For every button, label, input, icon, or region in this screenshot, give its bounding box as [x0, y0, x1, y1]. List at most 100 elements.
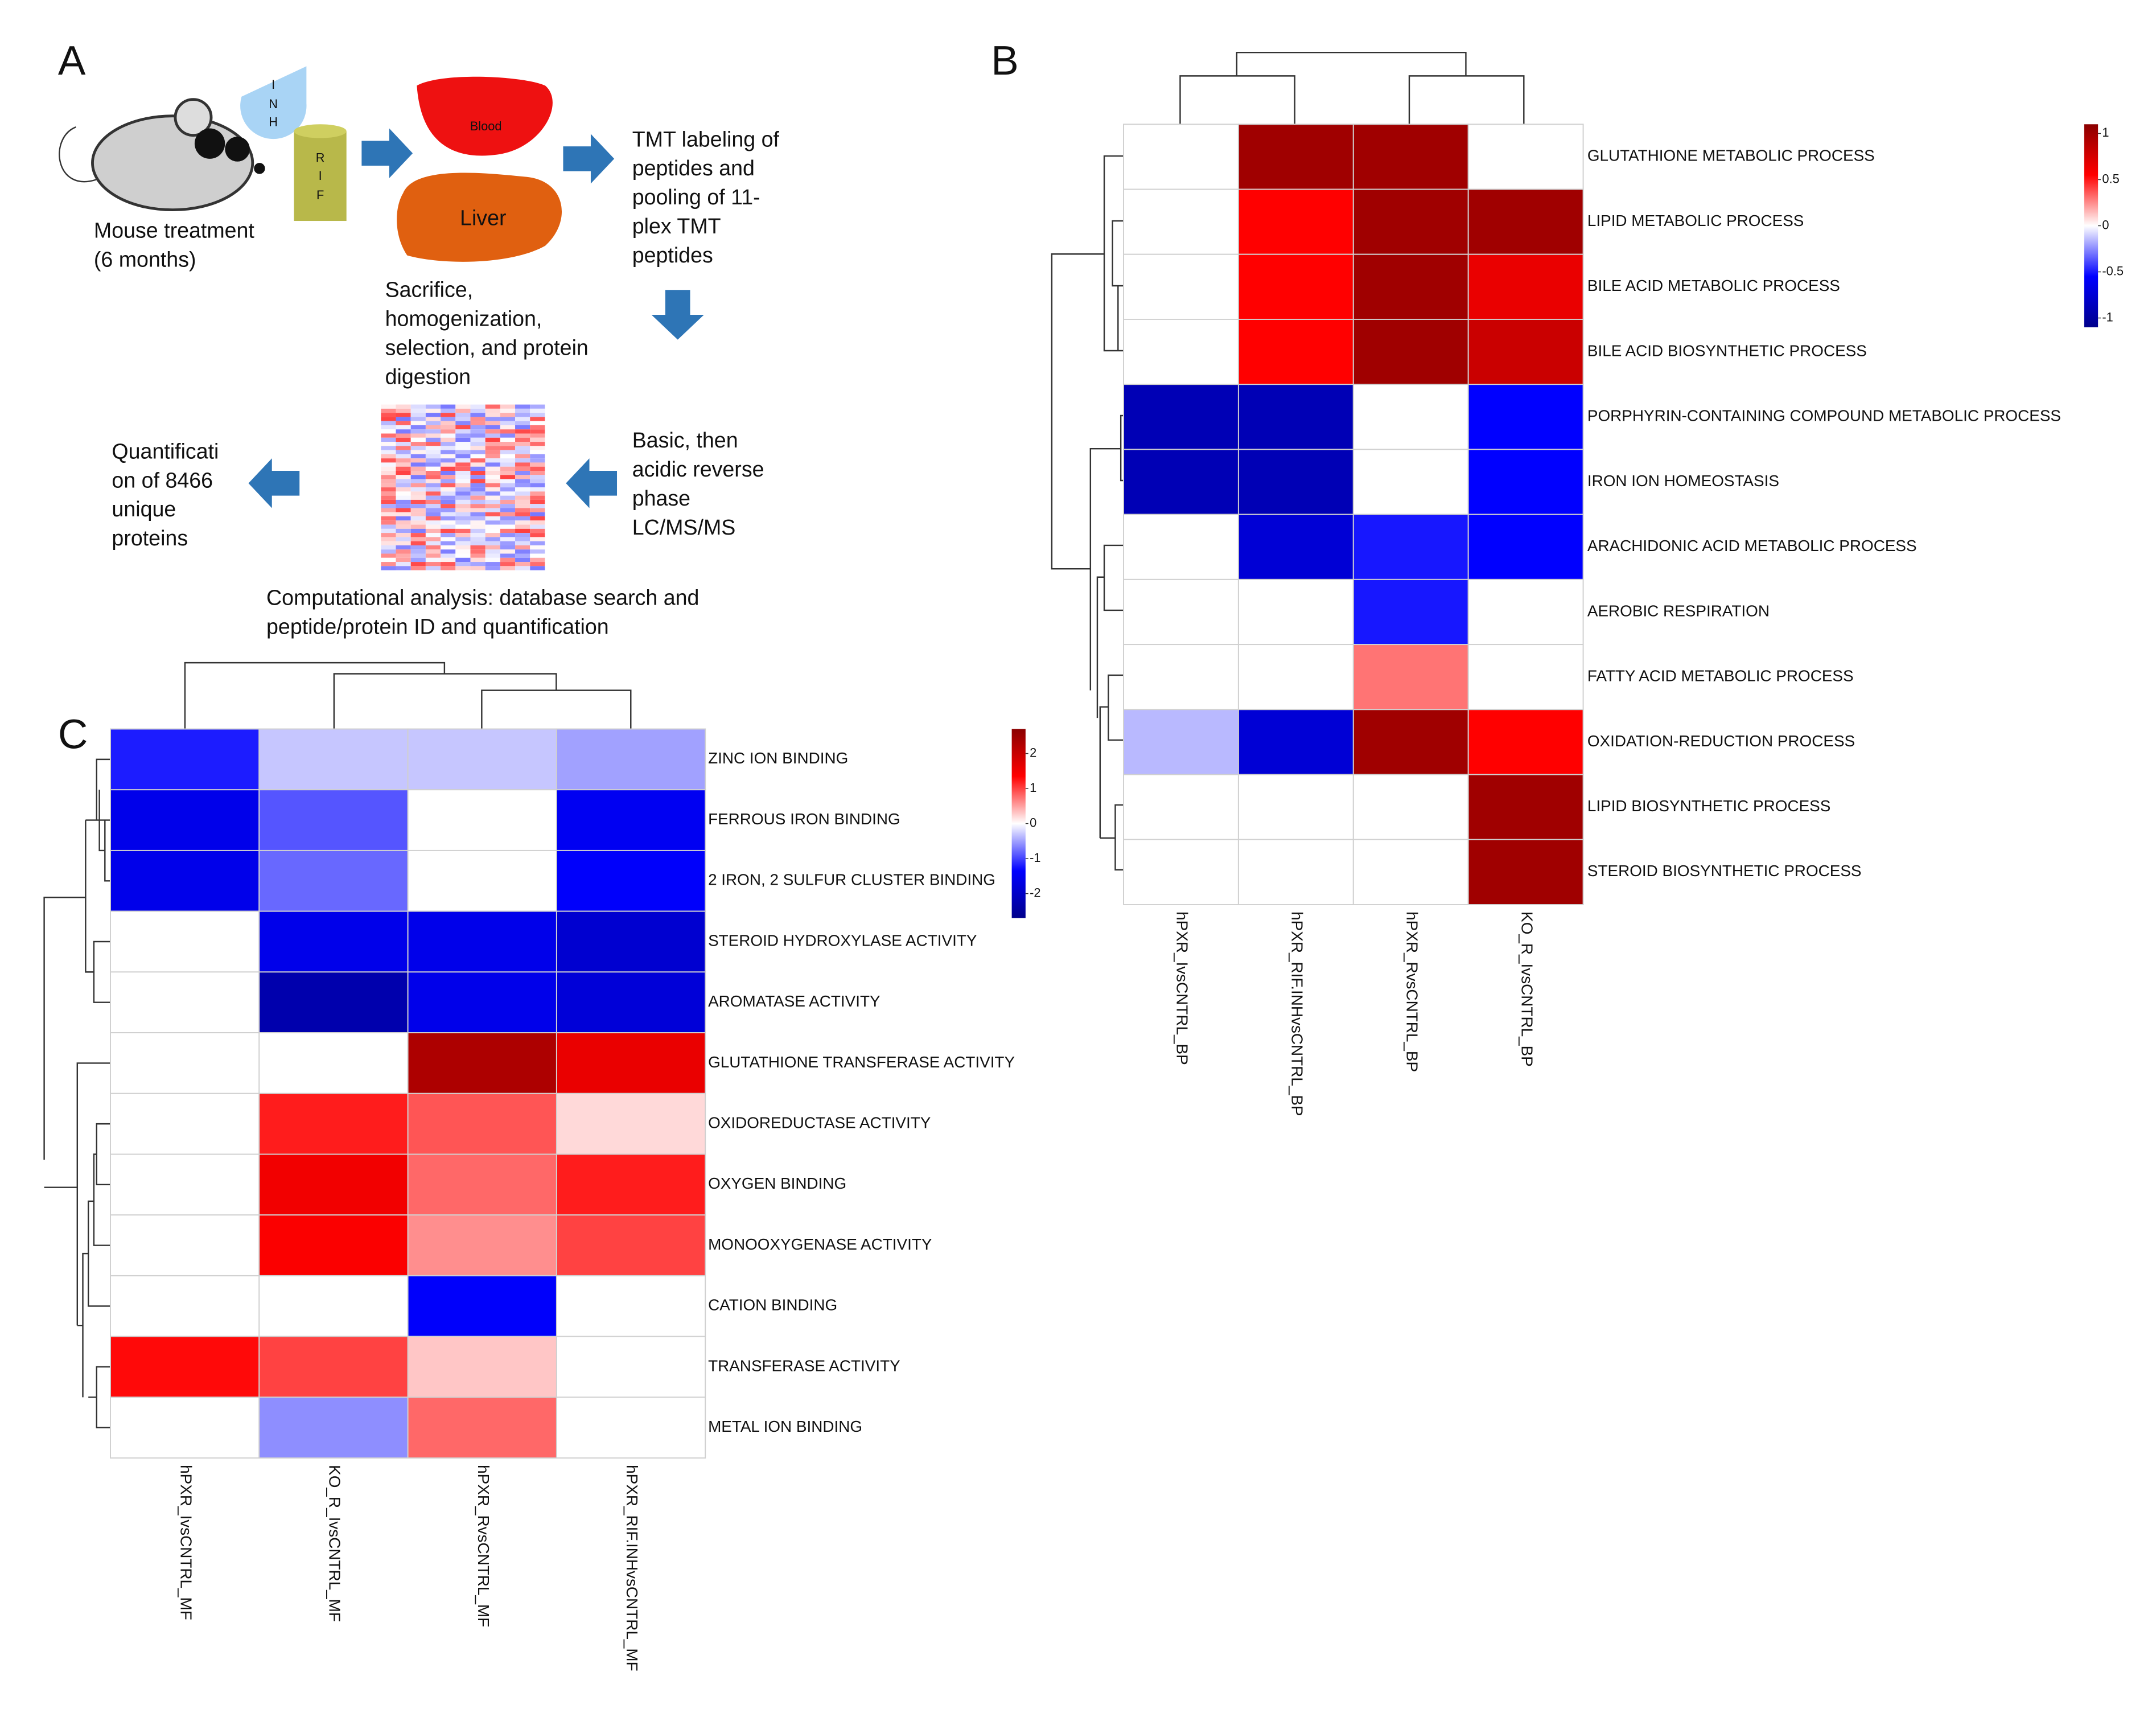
- thumbnail-cell: [500, 462, 516, 467]
- rif-letter: F: [316, 188, 324, 202]
- thumbnail-cell: [515, 566, 530, 570]
- thumbnail-cell: [485, 462, 500, 467]
- thumbnail-cell: [485, 446, 500, 450]
- heatmap-cell: [1352, 124, 1469, 190]
- column-label: KO_R_IvsCNTRL_MF: [326, 1465, 344, 1622]
- thumbnail-cell: [515, 487, 530, 492]
- thumbnail-cell: [441, 553, 456, 558]
- mouse-ear: [174, 98, 213, 137]
- thumbnail-cell: [470, 516, 485, 521]
- thumbnail-cell: [470, 512, 485, 517]
- heatmap-cell: [1467, 449, 1584, 515]
- thumbnail-cell: [515, 483, 530, 488]
- thumbnail-cell: [425, 549, 441, 554]
- thumbnail-cell: [425, 425, 441, 430]
- thumbnail-cell: [485, 421, 500, 425]
- heatmap-cell: [556, 1396, 706, 1459]
- thumbnail-cell: [441, 458, 456, 463]
- thumbnail-cell: [425, 524, 441, 529]
- thumbnail-cell: [425, 499, 441, 504]
- thumbnail-cell: [441, 425, 456, 430]
- thumbnail-cell: [425, 417, 441, 421]
- thumbnail-cell: [500, 520, 516, 525]
- heatmap-cell: [110, 1275, 260, 1337]
- thumbnail-cell: [485, 450, 500, 454]
- heatmap-cell: [258, 1336, 409, 1398]
- thumbnail-cell: [396, 562, 411, 566]
- thumbnail-cell: [470, 483, 485, 488]
- heatmap-cell: [407, 789, 557, 851]
- thumbnail-cell: [485, 537, 500, 541]
- thumbnail-cell: [455, 545, 471, 550]
- thumbnail-cell: [470, 450, 485, 454]
- heatmap-cell: [1467, 839, 1584, 905]
- thumbnail-cell: [530, 524, 545, 529]
- heatmap-cell: [110, 789, 260, 851]
- step-text: Mouse treatment: [94, 218, 255, 242]
- thumbnail-cell: [515, 458, 530, 463]
- heatmap-cell: [1352, 188, 1469, 255]
- thumbnail-cell: [396, 475, 411, 479]
- mouse-tail: [59, 126, 97, 183]
- thumbnail-cell: [396, 566, 411, 570]
- thumbnail-cell: [441, 495, 456, 500]
- thumbnail-cell: [500, 408, 516, 413]
- thumbnail-cell: [441, 541, 456, 545]
- thumbnail-cell: [515, 425, 530, 430]
- heatmap-cell: [556, 1032, 706, 1094]
- thumbnail-cell: [500, 413, 516, 417]
- thumbnail-cell: [455, 466, 471, 471]
- thumbnail-cell: [530, 437, 545, 442]
- thumbnail-cell: [530, 446, 545, 450]
- thumbnail-cell: [470, 425, 485, 430]
- arrow: [566, 458, 618, 508]
- thumbnail-cell: [410, 499, 426, 504]
- heatmap-cell: [556, 1092, 706, 1155]
- thumbnail-cell: [470, 462, 485, 467]
- thumbnail-cell: [500, 475, 516, 479]
- thumbnail-cell: [515, 491, 530, 496]
- heatmap-cell: [556, 1275, 706, 1337]
- thumbnail-cell: [500, 437, 516, 442]
- thumbnail-cell: [410, 466, 426, 471]
- thumbnail-cell: [381, 524, 396, 529]
- thumbnail-cell: [425, 487, 441, 492]
- step-text: homogenization,: [385, 307, 542, 331]
- thumbnail-cell: [515, 520, 530, 525]
- thumbnail-cell: [381, 466, 396, 471]
- heatmap-cell: [1352, 578, 1469, 646]
- heatmap-cell: [407, 1092, 557, 1155]
- thumbnail-cell: [515, 499, 530, 504]
- inh-letter: N: [269, 97, 278, 111]
- thumbnail-cell: [455, 557, 471, 562]
- heatmap-cell: [1467, 709, 1584, 775]
- thumbnail-cell: [485, 520, 500, 525]
- row-label: BILE ACID METABOLIC PROCESS: [1587, 277, 1840, 294]
- heatmap-cell: [556, 1214, 706, 1276]
- colorbar-tick-label: -1: [2102, 310, 2113, 324]
- thumbnail-cell: [500, 421, 516, 425]
- thumbnail-cell: [425, 537, 441, 541]
- thumbnail-cell: [441, 442, 456, 446]
- thumbnail-cell: [515, 475, 530, 479]
- thumbnail-cell: [455, 524, 471, 529]
- thumbnail-cell: [441, 450, 456, 454]
- heatmap-cell: [258, 1396, 409, 1459]
- thumbnail-cell: [455, 408, 471, 413]
- thumbnail-cell: [410, 524, 426, 529]
- row-label: FATTY ACID METABOLIC PROCESS: [1587, 667, 1854, 685]
- colorbar-tick-label: 1: [2102, 125, 2109, 139]
- thumbnail-cell: [410, 495, 426, 500]
- thumbnail-cell: [485, 562, 500, 566]
- thumbnail-cell: [410, 528, 426, 533]
- thumbnail-cell: [530, 429, 545, 434]
- thumbnail-cell: [500, 479, 516, 483]
- thumbnail-cell: [441, 462, 456, 467]
- thumbnail-cell: [500, 528, 516, 533]
- thumbnail-cell: [455, 446, 471, 450]
- thumbnail-cell: [530, 504, 545, 508]
- thumbnail-cell: [381, 557, 396, 562]
- thumbnail-cell: [530, 462, 545, 467]
- thumbnail-cell: [530, 508, 545, 512]
- thumbnail-cell: [396, 541, 411, 545]
